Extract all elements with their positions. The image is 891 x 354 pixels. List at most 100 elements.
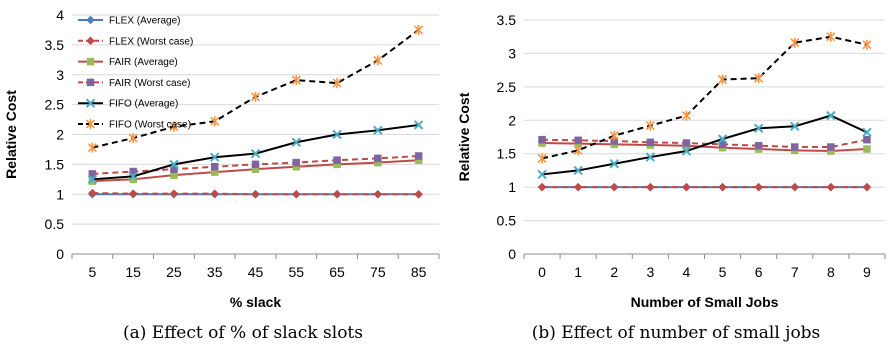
legend: FLEX (Average) FLEX (Worst case) FAIR (Ave… (78, 16, 193, 131)
data-point (128, 133, 138, 144)
data-point (681, 110, 692, 121)
data-point (251, 160, 260, 169)
data-point (332, 189, 342, 199)
data-point (862, 182, 872, 192)
data-point (538, 135, 546, 144)
y-tick-label: 3.5 (497, 12, 517, 28)
data-point (333, 156, 341, 164)
data-point (292, 158, 301, 167)
data-point (250, 148, 261, 159)
legend-marker (86, 57, 95, 66)
x-tick-label: 55 (288, 264, 304, 280)
legend-label: FIFO (Average) (109, 99, 178, 110)
x-tick-label: 5 (719, 264, 727, 280)
data-point (210, 189, 220, 199)
data-point (414, 152, 423, 160)
data-point (128, 171, 138, 182)
x-tick-label: 25 (166, 264, 182, 280)
legend-label: FLEX (Worst case) (109, 36, 193, 47)
data-point (169, 121, 179, 132)
caption-a: (a) Effect of % of slack slots (123, 323, 363, 343)
x-axis-title: Number of Small Jobs (631, 294, 779, 310)
data-point (790, 37, 800, 48)
y-axis-title: Relative Cost (456, 92, 472, 181)
y-tick-label: 2 (508, 112, 516, 128)
data-point (291, 137, 301, 147)
data-point (88, 170, 97, 178)
data-point (718, 140, 727, 149)
y-tick-label: 1.5 (45, 156, 65, 172)
data-point (332, 129, 342, 140)
caption-b: (b) Effect of number of small jobs (532, 323, 821, 343)
data-point (826, 182, 836, 192)
series-fifo-worst-case (87, 24, 424, 153)
data-point (826, 110, 836, 121)
y-tick-label: 2.5 (45, 97, 65, 113)
x-tick-label: 2 (610, 264, 618, 280)
x-tick-label: 1 (574, 264, 582, 280)
y-tick-label: 4 (56, 7, 64, 23)
legend-marker (85, 119, 96, 129)
y-tick-label: 2 (56, 127, 64, 143)
y-axis-title: Relative Cost (3, 90, 19, 179)
data-point (537, 153, 547, 164)
legend-label: FAIR (Worst case) (109, 78, 191, 89)
x-tick-label: 0 (538, 264, 546, 280)
y-tick-label: 3.5 (45, 37, 65, 53)
data-point (87, 142, 97, 153)
y-tick-label: 0 (508, 246, 516, 262)
data-point (790, 121, 800, 132)
series-fair-worst-case (88, 152, 423, 178)
data-point (609, 159, 619, 169)
legend-marker (86, 36, 95, 46)
x-tick-label: 35 (207, 264, 223, 280)
data-point (250, 91, 261, 102)
data-point (682, 182, 691, 192)
series-line (542, 138, 868, 149)
series-flex-worst-case (537, 182, 872, 192)
y-tick-label: 0.5 (45, 216, 65, 232)
data-point (753, 123, 764, 134)
series-flex-worst-case (88, 188, 423, 199)
legend-label: FLEX (Average) (109, 16, 181, 27)
data-point (717, 74, 728, 85)
data-point (754, 141, 763, 150)
y-tick-label: 3 (508, 45, 516, 61)
data-point (374, 154, 382, 163)
y-tick-label: 0 (56, 246, 64, 262)
data-point (609, 182, 619, 192)
series-fifo-average (537, 110, 872, 180)
data-point (645, 152, 656, 162)
x-tick-label: 4 (683, 264, 691, 280)
data-point (537, 182, 547, 192)
series-fair-worst-case (538, 135, 871, 151)
data-point (574, 136, 582, 145)
data-point (573, 145, 583, 156)
x-axis-title: % slack (230, 294, 282, 310)
data-point (826, 31, 836, 42)
data-point (373, 55, 383, 66)
chart-b: 0 0.5 1 1.5 2 2.5 3 3.5 0 1 2 3 4 5 6 7 8 9 Number of Smal… (456, 12, 886, 310)
series-line (541, 114, 868, 176)
data-point (682, 139, 691, 147)
data-point (373, 189, 383, 199)
x-tick-label: 3 (646, 264, 654, 280)
x-tick-label: 45 (248, 264, 264, 280)
x-tick-label: 65 (329, 264, 345, 280)
data-point (87, 174, 98, 185)
data-point (573, 182, 583, 192)
data-point (862, 127, 872, 138)
data-point (646, 138, 655, 147)
x-tick-label: 15 (125, 264, 141, 280)
x-tick-label: 5 (88, 264, 96, 280)
data-point (128, 189, 138, 199)
data-point (414, 24, 424, 35)
y-tick-label: 3 (56, 67, 64, 83)
chart-a: 00.511.522.533.545 15 25 35 45 55 65 75 85% slac… (3, 7, 440, 310)
data-point (332, 78, 342, 89)
data-point (790, 182, 800, 192)
legend-label: FIFO (Worst case) (109, 120, 191, 131)
data-point (291, 75, 301, 86)
data-point (210, 116, 220, 127)
